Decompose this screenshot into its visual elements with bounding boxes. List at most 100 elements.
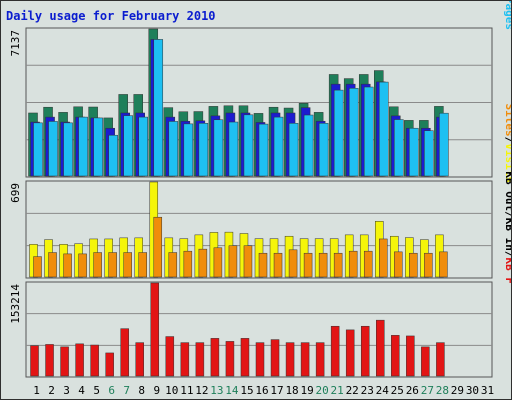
- bar-sites-25: [394, 251, 403, 278]
- legend-middle: Sites/Visits: [503, 104, 511, 184]
- legend-entry: KB In: [503, 218, 511, 251]
- bar-kb-f-16: [255, 342, 265, 377]
- bar-sites-1: [33, 256, 42, 278]
- bar-kb-f-19: [300, 342, 310, 377]
- bar-kb-f-17: [270, 339, 280, 377]
- chart-title: Daily usage for February 2010: [6, 9, 216, 23]
- bar-kb-f-3: [60, 346, 69, 377]
- bar-pages-16: [258, 123, 269, 177]
- bar-sites-5: [93, 252, 102, 278]
- bar-pages-20: [318, 123, 329, 177]
- bar-sites-6: [108, 252, 117, 278]
- x-tick-label: 17: [270, 384, 283, 397]
- bar-kb-f-1: [30, 345, 39, 377]
- bar-sites-15: [243, 245, 253, 278]
- x-tick-label: 21: [331, 384, 344, 397]
- legend-entry: /: [503, 137, 511, 144]
- bar-pages-2: [48, 121, 58, 177]
- bar-pages-28: [439, 112, 449, 177]
- bar-sites-2: [48, 252, 57, 278]
- bar-sites-10: [168, 252, 178, 278]
- x-tick-label: 20: [316, 384, 329, 397]
- bar-sites-20: [318, 252, 328, 278]
- bar-sites-28: [439, 251, 448, 278]
- legend-entry: KB Out: [503, 171, 511, 211]
- bar-sites-21: [333, 252, 343, 278]
- bar-kb-f-18: [285, 342, 295, 377]
- bar-kb-f-28: [436, 342, 445, 377]
- bar-pages-22: [348, 88, 359, 177]
- x-tick-label: 8: [138, 384, 145, 397]
- bar-sites-3: [63, 253, 72, 278]
- bar-pages-15: [243, 114, 254, 177]
- bar-pages-21: [333, 89, 344, 177]
- bar-kb-f-7: [120, 328, 129, 377]
- bar-pages-23: [363, 86, 374, 177]
- bar-pages-1: [33, 122, 43, 177]
- bar-sites-18: [288, 249, 298, 278]
- bar-kb-f-23: [360, 325, 370, 377]
- bar-pages-6: [108, 134, 118, 177]
- x-tick-label: 6: [108, 384, 115, 397]
- bar-pages-11: [183, 123, 194, 177]
- bar-pages-4: [78, 116, 88, 177]
- bar-pages-12: [198, 123, 209, 177]
- bar-sites-23: [363, 250, 373, 278]
- legend-entry: KB F: [503, 258, 511, 285]
- bar-pages-19: [303, 114, 314, 177]
- legend-entry: /: [503, 211, 511, 218]
- legend-entry: Pages: [503, 1, 511, 30]
- bar-kb-f-8: [135, 342, 144, 377]
- bar-sites-19: [303, 252, 313, 278]
- x-tick-label: 11: [180, 384, 193, 397]
- bar-pages-26: [409, 127, 419, 177]
- bar-pages-27: [424, 130, 434, 177]
- bar-sites-26: [409, 252, 418, 278]
- legend-entry: /: [503, 251, 511, 258]
- panel-top: 7137 Hits/Files/Pages: [9, 1, 511, 178]
- bar-sites-14: [228, 245, 238, 278]
- bar-kb-f-11: [180, 342, 190, 377]
- legend-entry: Visits: [503, 143, 511, 183]
- bar-pages-3: [63, 122, 73, 177]
- x-tick-label: 12: [195, 384, 208, 397]
- bar-kb-f-14: [225, 341, 235, 377]
- bar-sites-22: [348, 250, 358, 278]
- panel-middle: 699 Sites/Visits: [9, 104, 511, 279]
- bar-sites-17: [273, 252, 283, 278]
- bar-pages-13: [213, 119, 224, 177]
- x-tick-label: 4: [78, 384, 85, 397]
- series-sites: [33, 216, 448, 278]
- bar-pages-24: [379, 81, 389, 177]
- legend-top: Hits/Files/Pages: [503, 1, 511, 30]
- bar-pages-9: [153, 39, 164, 177]
- x-tick-label: 16: [255, 384, 268, 397]
- x-tick-label: 14: [225, 384, 239, 397]
- y-max-label-middle: 699: [9, 183, 22, 203]
- bar-pages-25: [394, 119, 404, 177]
- bar-pages-7: [123, 115, 133, 177]
- bar-pages-17: [273, 116, 284, 177]
- x-tick-label: 31: [481, 384, 494, 397]
- bar-sites-11: [183, 250, 193, 278]
- x-tick-label: 13: [210, 384, 223, 397]
- x-tick-label: 27: [421, 384, 434, 397]
- bar-pages-8: [138, 116, 148, 177]
- bar-pages-14: [228, 121, 239, 177]
- bar-kb-f-24: [376, 319, 385, 377]
- bar-kb-f-20: [315, 342, 325, 377]
- bar-kb-f-2: [45, 344, 54, 377]
- bar-pages-18: [288, 123, 299, 177]
- x-tick-label: 15: [240, 384, 253, 397]
- bar-sites-24: [379, 238, 388, 278]
- x-tick-label: 1: [33, 384, 40, 397]
- bar-kb-f-21: [330, 325, 340, 377]
- bar-sites-27: [424, 252, 433, 278]
- bar-pages-10: [168, 121, 179, 177]
- bar-kb-f-12: [195, 342, 205, 377]
- chart-panels: 7137Hits/Files/Pages699Sites/Visits15321…: [9, 1, 511, 378]
- bar-sites-8: [138, 252, 147, 278]
- bar-kb-f-10: [165, 336, 175, 377]
